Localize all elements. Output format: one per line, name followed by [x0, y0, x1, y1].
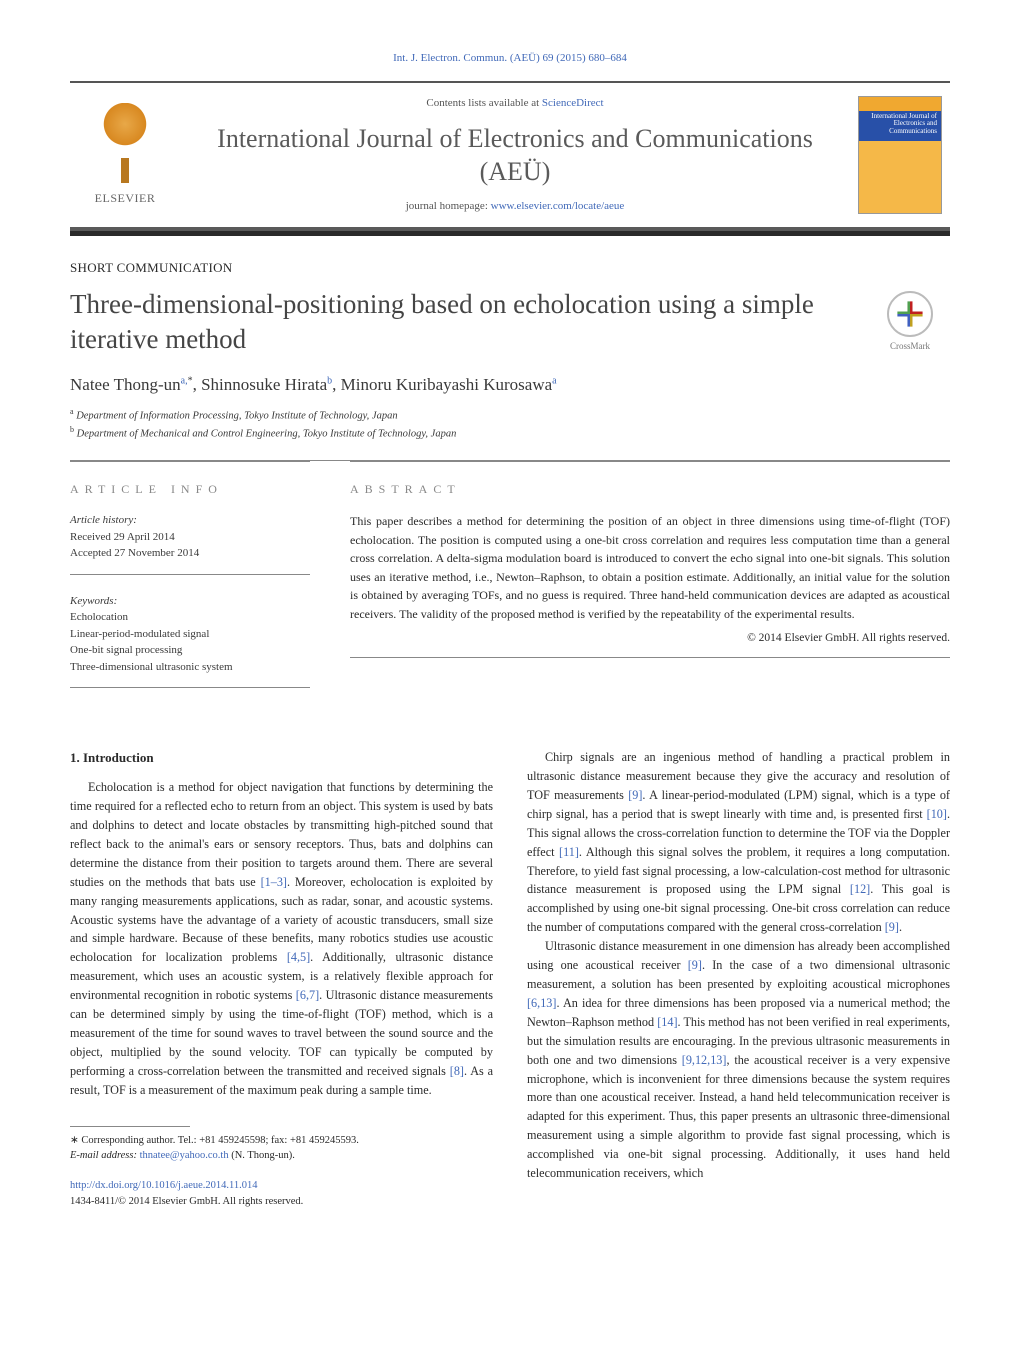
- history-rule: [70, 574, 310, 575]
- cite-9c[interactable]: [9]: [688, 958, 702, 972]
- footnote-separator: [70, 1126, 190, 1127]
- crossmark-icon: [887, 291, 933, 337]
- body-two-column: 1. Introduction Echolocation is a method…: [70, 748, 950, 1210]
- history-received: Received 29 April 2014: [70, 531, 175, 543]
- history-accepted: Accepted 27 November 2014: [70, 547, 199, 559]
- section-1-heading: 1. Introduction: [70, 748, 493, 768]
- elsevier-logo: ELSEVIER: [70, 83, 180, 227]
- email-person: (N. Thong-un).: [229, 1150, 295, 1161]
- journal-cover-thumb: International Journal of Electronics and…: [850, 83, 950, 227]
- article-info-heading: article info: [70, 480, 310, 498]
- contents-available-line: Contents lists available at ScienceDirec…: [426, 95, 603, 112]
- p1a: Echolocation is a method for object navi…: [70, 780, 493, 889]
- author-1-name: Natee Thong-un: [70, 375, 181, 394]
- cite-1-3[interactable]: [1–3]: [261, 875, 287, 889]
- doi-block: http://dx.doi.org/10.1016/j.aeue.2014.11…: [70, 1178, 493, 1210]
- author-3-name: , Minoru Kuribayashi Kurosawa: [332, 375, 552, 394]
- cite-8[interactable]: [8]: [450, 1064, 464, 1078]
- affiliation-b: b Department of Mechanical and Control E…: [70, 424, 950, 442]
- email-line: E-mail address: thnatee@yahoo.co.th (N. …: [70, 1148, 493, 1164]
- homepage-link[interactable]: www.elsevier.com/locate/aeue: [491, 200, 625, 212]
- journal-masthead: ELSEVIER Contents lists available at Sci…: [70, 81, 950, 231]
- cite-14[interactable]: [14]: [657, 1015, 677, 1029]
- cite-6-13[interactable]: [6,13]: [527, 996, 556, 1010]
- cite-10[interactable]: [10]: [927, 807, 947, 821]
- author-list: Natee Thong-una,*, Shinnosuke Hiratab, M…: [70, 372, 950, 398]
- keywords-rule: [70, 687, 310, 688]
- cite-11[interactable]: [11]: [559, 845, 579, 859]
- elsevier-label: ELSEVIER: [95, 189, 156, 207]
- cite-4-5[interactable]: [4,5]: [287, 950, 310, 964]
- affiliation-b-text: Department of Mechanical and Control Eng…: [77, 428, 457, 439]
- crossmark-label: CrossMark: [890, 340, 930, 354]
- cite-9a[interactable]: [9]: [628, 788, 642, 802]
- article-title: Three-dimensional-positioning based on e…: [70, 287, 852, 356]
- doi-link[interactable]: http://dx.doi.org/10.1016/j.aeue.2014.11…: [70, 1180, 258, 1191]
- article-type: SHORT COMMUNICATION: [70, 258, 950, 278]
- author-1-affil-sup: a,: [181, 375, 188, 386]
- keyword-0: Echolocation: [70, 611, 128, 623]
- affiliations: a Department of Information Processing, …: [70, 406, 950, 443]
- p3e: , the acoustical receiver is a very expe…: [527, 1053, 950, 1180]
- header-citation: Int. J. Electron. Commun. (AEÜ) 69 (2015…: [70, 50, 950, 67]
- intro-para-3: Ultrasonic distance measurement in one d…: [527, 937, 950, 1183]
- crossmark-badge[interactable]: CrossMark: [870, 291, 950, 354]
- author-3-affil-sup: a: [552, 375, 556, 386]
- elsevier-tree-icon: [90, 103, 160, 183]
- footnotes: ∗ Corresponding author. Tel.: +81 459245…: [70, 1133, 493, 1165]
- abstract-text: This paper describes a method for determ…: [350, 512, 950, 624]
- cite-6-7[interactable]: [6,7]: [296, 988, 319, 1002]
- intro-para-1: Echolocation is a method for object navi…: [70, 778, 493, 1099]
- homepage-prefix: journal homepage:: [406, 200, 491, 212]
- abstract-copyright: © 2014 Elsevier GmbH. All rights reserve…: [350, 630, 950, 647]
- intro-para-2: Chirp signals are an ingenious method of…: [527, 748, 950, 937]
- affiliation-a-text: Department of Information Processing, To…: [76, 410, 397, 421]
- keywords-block: Keywords: Echolocation Linear-period-mod…: [70, 593, 310, 676]
- issn-copyright: 1434-8411/© 2014 Elsevier GmbH. All righ…: [70, 1194, 493, 1210]
- article-history: Article history: Received 29 April 2014 …: [70, 512, 310, 562]
- corresponding-author-note: ∗ Corresponding author. Tel.: +81 459245…: [70, 1133, 493, 1149]
- keyword-2: One-bit signal processing: [70, 644, 182, 656]
- email-link[interactable]: thnatee@yahoo.co.th: [140, 1150, 229, 1161]
- cite-9b[interactable]: [9]: [885, 920, 899, 934]
- keyword-1: Linear-period-modulated signal: [70, 628, 209, 640]
- email-label: E-mail address:: [70, 1150, 140, 1161]
- abstract-heading: abstract: [350, 480, 950, 498]
- abstract-rule: [350, 657, 950, 658]
- journal-name: International Journal of Electronics and…: [190, 123, 840, 188]
- history-label: Article history:: [70, 514, 137, 526]
- keyword-3: Three-dimensional ultrasonic system: [70, 661, 233, 673]
- cover-image: International Journal of Electronics and…: [858, 96, 942, 214]
- cite-12[interactable]: [12]: [850, 882, 870, 896]
- affiliation-a: a Department of Information Processing, …: [70, 406, 950, 424]
- cover-title-text: International Journal of Electronics and…: [863, 113, 937, 136]
- article-info-block: article info Article history: Received 2…: [70, 461, 310, 688]
- author-2-name: , Shinnosuke Hirata: [193, 375, 328, 394]
- sciencedirect-link[interactable]: ScienceDirect: [542, 97, 604, 109]
- contents-prefix: Contents lists available at: [426, 97, 541, 109]
- cite-9-12-13[interactable]: [9,12,13]: [682, 1053, 727, 1067]
- masthead-underline: [70, 231, 950, 236]
- abstract-block: abstract This paper describes a method f…: [350, 461, 950, 688]
- keywords-label: Keywords:: [70, 595, 117, 607]
- p2f: .: [899, 920, 902, 934]
- journal-homepage-line: journal homepage: www.elsevier.com/locat…: [406, 198, 625, 215]
